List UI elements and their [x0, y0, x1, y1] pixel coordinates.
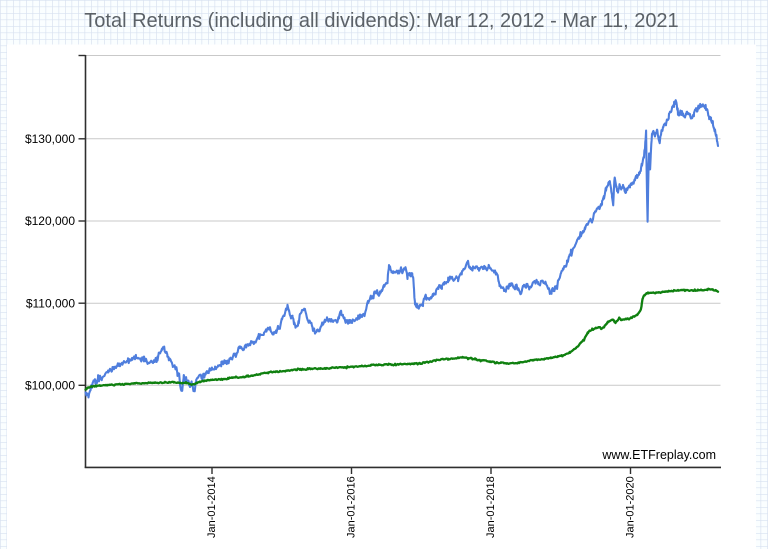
svg-text:$120,000: $120,000 [25, 214, 75, 228]
svg-text:$130,000: $130,000 [25, 132, 75, 146]
svg-text:Jan-01-2014: Jan-01-2014 [206, 476, 218, 538]
svg-text:Jan-01-2018: Jan-01-2018 [485, 476, 497, 538]
svg-text:$100,000: $100,000 [25, 379, 75, 393]
svg-text:$110,000: $110,000 [26, 296, 75, 310]
svg-text:Jan-01-2020: Jan-01-2020 [625, 476, 637, 538]
svg-text:Jan-01-2016: Jan-01-2016 [346, 476, 358, 538]
svg-text:www.ETFreplay.com: www.ETFreplay.com [601, 448, 716, 462]
